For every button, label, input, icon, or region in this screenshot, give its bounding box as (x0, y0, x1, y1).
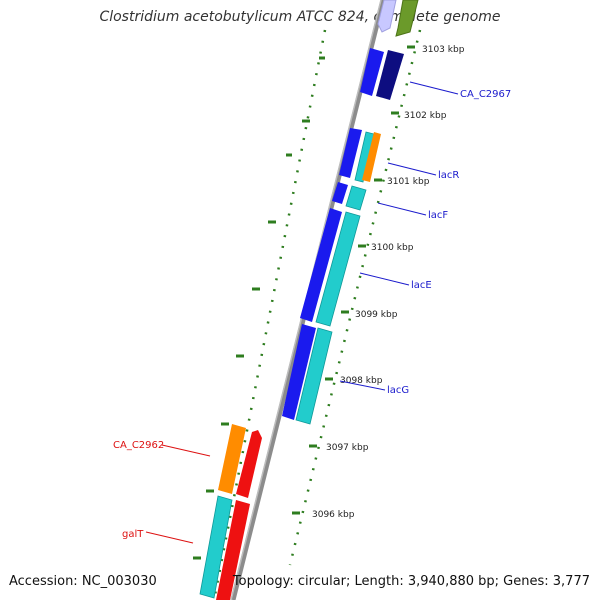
gene-label: lacF (428, 210, 448, 221)
tick-label: 3097 kbp (326, 443, 369, 453)
reverse-label-connectors (145, 444, 211, 544)
forward-label-connectors (339, 81, 459, 391)
tick-label: 3103 kbp (422, 45, 465, 55)
gene-label: CA_C2962 (113, 440, 164, 451)
gene-arrow-cyan (199, 495, 233, 599)
tick-label: 3099 kbp (355, 310, 398, 320)
gene-arrow-blue (300, 208, 342, 322)
gene-arrow-blue (332, 182, 348, 204)
gene-label: lacG (387, 385, 409, 396)
gene-arrow-red (236, 430, 262, 498)
gene-arrow-cyan (354, 131, 375, 183)
gene-arrow-blue (282, 324, 316, 420)
gene-arrow-cyan (315, 211, 361, 327)
gene-arrow-red (216, 500, 250, 600)
gene-label: lacE (411, 280, 432, 291)
gene-arrow-lavender (377, 0, 397, 33)
gene-arrow-olive (395, 0, 419, 37)
tick-label: 3096 kbp (312, 510, 355, 520)
gene-arrow-navy (376, 50, 404, 100)
tick-label: 3098 kbp (340, 376, 383, 386)
inner-ticks (292, 45, 415, 515)
inner-dotted-guide (288, 29, 422, 566)
gene-label: lacR (438, 170, 459, 181)
gene-arrow-blue (339, 128, 362, 178)
topology-text: Topology: circular; Length: 3,940,880 bp… (232, 574, 590, 589)
outer-ticks (193, 56, 325, 560)
accession-text: Accession: NC_003030 (9, 574, 157, 589)
tick-label: 3100 kbp (371, 243, 414, 253)
gene-arrow-orange (218, 424, 246, 494)
gene-arrow-orange (362, 132, 381, 182)
gene-arrow-cyan (295, 327, 333, 425)
tick-label: 3102 kbp (404, 111, 447, 121)
tick-label: 3101 kbp (387, 177, 430, 187)
gene-arrow-cyan (345, 185, 367, 211)
outer-dotted-guide (213, 29, 327, 596)
gene-label: CA_C2967 (460, 89, 511, 100)
gene-label: galT (122, 529, 144, 540)
gene-arrow-blue (360, 48, 384, 96)
